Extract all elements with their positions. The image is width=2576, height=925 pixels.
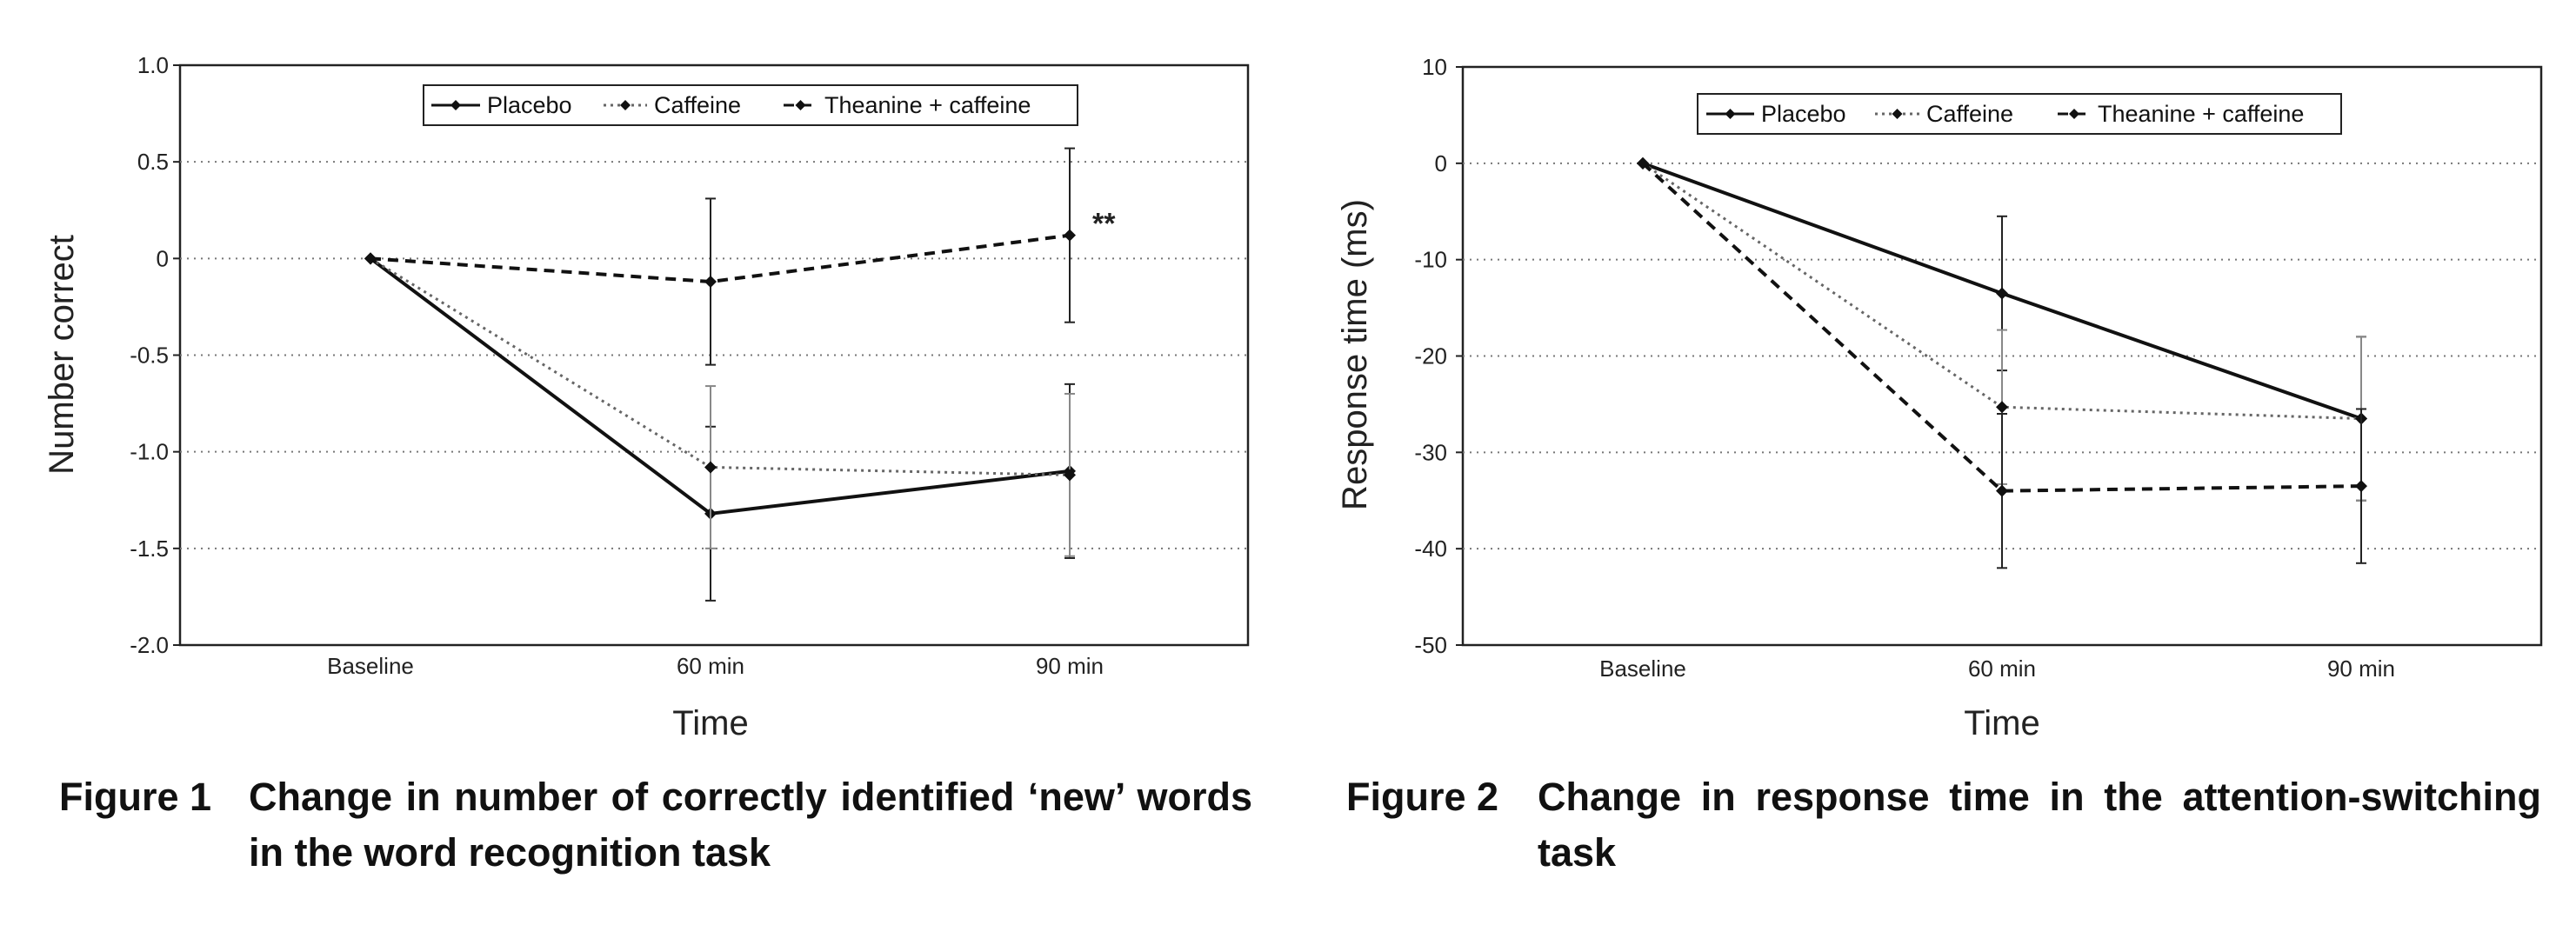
x-tick-label: 60 min (1968, 655, 2036, 682)
legend-label: Theanine + caffeine (2098, 101, 2304, 127)
x-tick-label: 60 min (677, 653, 744, 679)
y-tick-label: 10 (1422, 54, 1447, 80)
data-point (364, 252, 377, 265)
data-point (1064, 229, 1076, 242)
figure-2-caption: Figure 2 Change in response time in the … (1346, 769, 2541, 891)
y-tick-label: 0.5 (137, 149, 169, 175)
x-tick-label: 90 min (2327, 655, 2395, 682)
legend: Placebo Caffeine Theanine + caffeine (1697, 93, 2342, 135)
legend: Placebo Caffeine Theanine + caffeine (423, 84, 1078, 126)
figure-2-caption-text: Change in response time in the attention… (1538, 775, 2541, 875)
x-axis-title: Time (672, 704, 748, 742)
legend-box (1697, 93, 2342, 135)
data-point (1996, 401, 2008, 414)
legend-marker (1892, 109, 1903, 119)
data-point (1637, 156, 1649, 170)
data-point (704, 461, 717, 474)
figure-1-label: Figure 1 (59, 775, 212, 819)
legend-marker (1725, 109, 1736, 119)
x-axis-title: Time (1964, 704, 2039, 742)
legend-label: Placebo (1761, 101, 1846, 127)
chart-2: 10 0 -10 -20 -30 -40 -50 Baseline 60 min 90 min Ti… (1336, 54, 2543, 742)
y-tick-label: -1.5 (130, 536, 169, 562)
series-dashed (364, 147, 1076, 366)
legend-label: Theanine + caffeine (824, 92, 1031, 118)
legend-marker (620, 100, 631, 110)
figure-2-label: Figure 2 (1346, 775, 1499, 819)
legend-marker (450, 100, 461, 110)
y-tick-label: -30 (1414, 439, 1447, 465)
legend-marker (2069, 109, 2079, 119)
legend-label: Caffeine (654, 92, 741, 118)
legend-marker (795, 100, 806, 110)
series-dashed (1637, 156, 2367, 569)
y-tick-label: -50 (1414, 632, 1447, 658)
figure-1-caption-text: Change in number of correctly identified… (249, 775, 1252, 875)
y-tick-label: 0 (1435, 150, 1447, 176)
x-tick-label: 90 min (1036, 653, 1104, 679)
significance-annotation: ** (1092, 208, 1116, 241)
y-tick-label: -0.5 (130, 343, 169, 369)
data-point (1996, 484, 2008, 497)
x-tick-label: Baseline (327, 653, 414, 679)
data-point (1064, 469, 1076, 482)
y-tick-label: -20 (1414, 343, 1447, 369)
y-tick-label: 0 (157, 245, 169, 271)
figure-1-caption: Figure 1 Change in number of correctly i… (59, 769, 1252, 891)
data-point (704, 276, 717, 289)
y-axis-title: Response time (ms) (1336, 199, 1374, 510)
y-tick-label: -2.0 (130, 632, 169, 658)
y-tick-label: 1.0 (137, 52, 169, 78)
legend-label: Placebo (487, 92, 572, 118)
data-point (1996, 287, 2008, 300)
y-tick-label: -1.0 (130, 439, 169, 465)
y-tick-label: -10 (1414, 247, 1447, 273)
data-point (2355, 480, 2367, 493)
series-line (1641, 162, 2362, 493)
x-tick-label: Baseline (1599, 655, 1686, 682)
legend-label: Caffeine (1926, 101, 2013, 127)
chart-1: 1.0 0.5 0 -0.5 -1.0 -1.5 -2.0 Baseline 60 min 90 … (43, 52, 1250, 742)
y-axis-title: Number correct (43, 235, 81, 475)
y-tick-label: -40 (1414, 536, 1447, 562)
legend-box (423, 84, 1078, 126)
